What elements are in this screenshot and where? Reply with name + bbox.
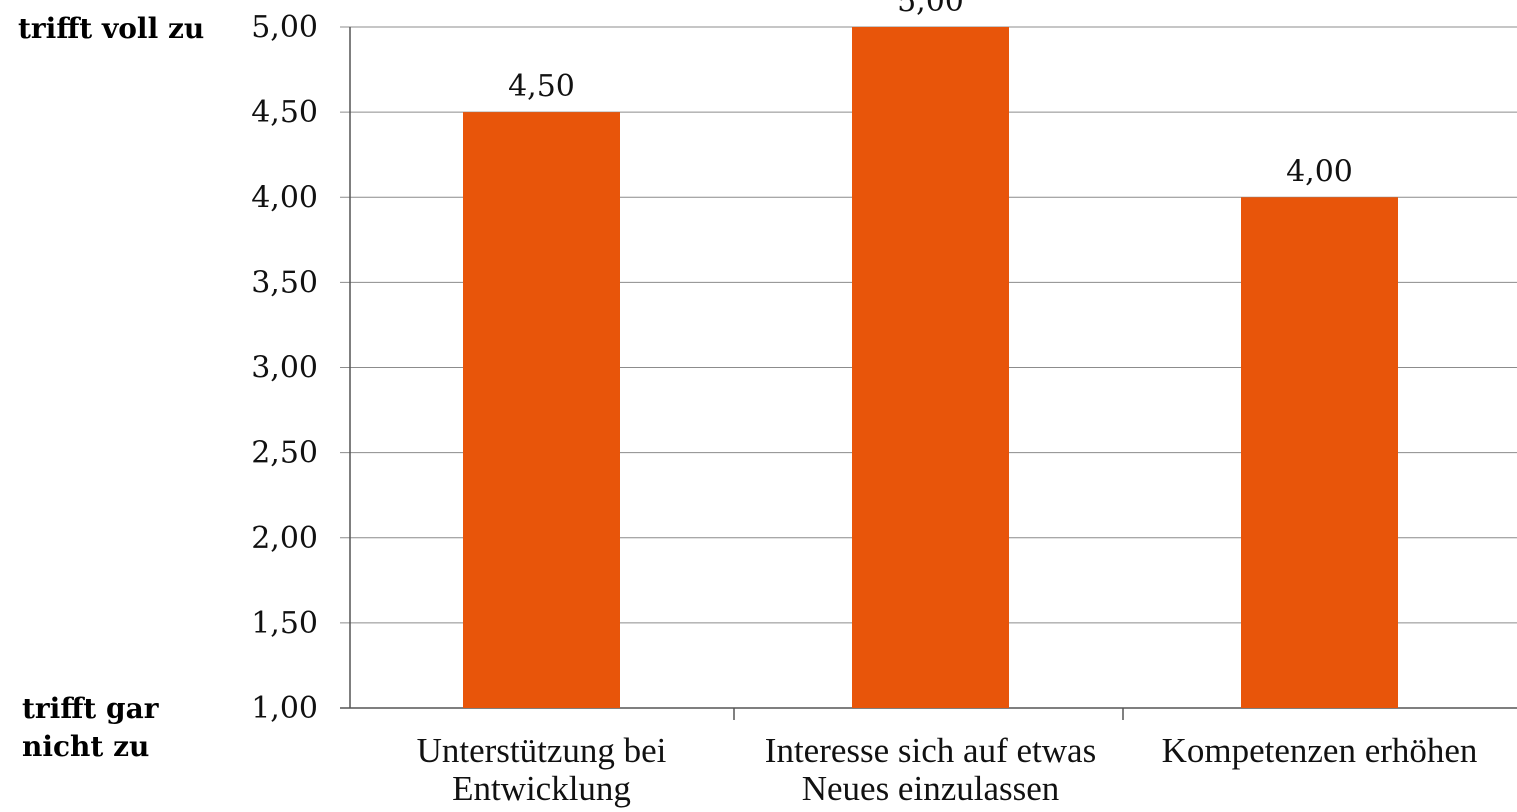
- bar: [852, 27, 1009, 708]
- y-tick-label: 4,00: [251, 180, 318, 215]
- y-tick-label: 2,00: [251, 521, 318, 556]
- x-category-label: Neues einzulassen: [802, 769, 1060, 808]
- y-tick-label: 2,50: [251, 436, 318, 471]
- y-tick-label: 3,00: [251, 351, 318, 386]
- data-label: 4,50: [508, 69, 575, 104]
- data-label: 4,00: [1286, 154, 1353, 189]
- x-category-label: Unterstützung bei: [417, 731, 667, 770]
- y-tick-label: 1,00: [251, 691, 318, 726]
- bar: [463, 112, 620, 708]
- scale-label-top: trifft voll zu: [18, 12, 205, 45]
- y-tick-label: 5,00: [251, 10, 318, 45]
- y-tick-label: 4,50: [251, 95, 318, 130]
- y-tick-label: 3,50: [251, 265, 318, 300]
- scale-label-bottom-line1: trifft gar: [22, 692, 159, 725]
- x-category-label: Entwicklung: [452, 769, 631, 808]
- y-tick-label: 1,50: [251, 606, 318, 641]
- x-category-label: Interesse sich auf etwas: [765, 731, 1096, 770]
- bar: [1241, 197, 1398, 708]
- data-label: 5,00: [897, 0, 964, 19]
- x-category-label: Kompetenzen erhöhen: [1162, 731, 1478, 770]
- scale-label-bottom-line2: nicht zu: [22, 730, 150, 763]
